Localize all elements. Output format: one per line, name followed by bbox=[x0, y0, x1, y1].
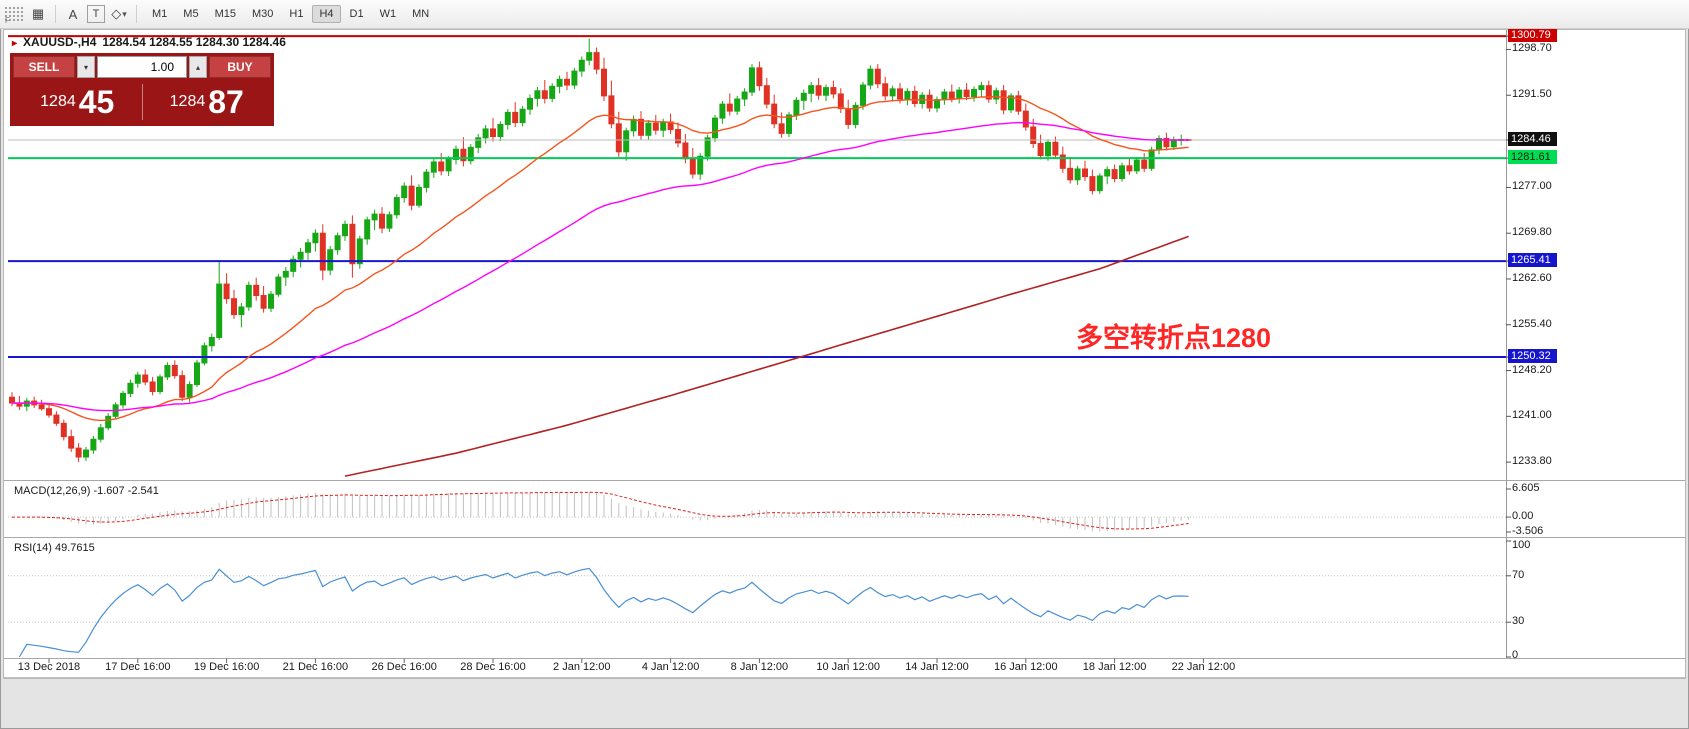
text-annotation-icon[interactable]: A bbox=[68, 6, 78, 22]
volume-input[interactable] bbox=[97, 56, 187, 78]
price-axis-label: 1248.20 bbox=[1512, 363, 1552, 376]
timeframe-m5[interactable]: M5 bbox=[183, 8, 199, 20]
price-axis-label: 1269.80 bbox=[1512, 226, 1552, 239]
time-axis-label: 2 Jan 12:00 bbox=[553, 661, 611, 673]
symbol-marker-icon: ▸ bbox=[12, 38, 18, 49]
ohlc-values: 1284.54 1284.55 1284.30 1284.46 bbox=[102, 35, 286, 49]
price-axis-label: 1298.70 bbox=[1512, 42, 1552, 55]
price-axis-label: 1241.00 bbox=[1512, 409, 1552, 422]
timeframe-d1[interactable]: D1 bbox=[349, 8, 364, 20]
price-axis-label: 1255.40 bbox=[1512, 317, 1552, 330]
buy-button[interactable]: BUY bbox=[209, 56, 271, 78]
time-axis-label: 16 Jan 12:00 bbox=[993, 661, 1058, 673]
time-axis-label: 14 Jan 12:00 bbox=[905, 661, 969, 673]
shape-glyph-icon: ◇ bbox=[111, 6, 122, 21]
shapes-icon[interactable]: ◇ ▾ bbox=[109, 4, 129, 24]
time-axis-label: 10 Jan 12:00 bbox=[816, 661, 880, 673]
chart-title: ▸ XAUUSD-,H4 1284.54 1284.55 1284.30 1284.… bbox=[12, 35, 292, 49]
rsi-axis-label: 100 bbox=[1512, 539, 1531, 551]
macd-axis-label: 6.605 bbox=[1512, 482, 1540, 494]
trade-controls-row: SELL ▾ ▴ BUY bbox=[13, 56, 271, 78]
rsi-axis-label: 70 bbox=[1512, 568, 1525, 581]
timeframe-m30[interactable]: M30 bbox=[251, 8, 274, 20]
timeframe-group: M1 M5 M15 M30 H1 H4 D1 W1 MN bbox=[144, 5, 437, 23]
time-axis-label: 22 Jan 12:00 bbox=[1171, 661, 1236, 673]
time-axis-label: 17 Dec 16:00 bbox=[105, 661, 171, 673]
price-marker-box: 1284.46 bbox=[1508, 131, 1557, 146]
sell-price-pips: 45 bbox=[78, 84, 115, 120]
timeframe-m1[interactable]: M1 bbox=[152, 8, 168, 20]
macd-axis-label: 0.00 bbox=[1512, 510, 1534, 523]
price-marker-box: 1250.32 bbox=[1508, 349, 1557, 364]
timeframe-mn[interactable]: MN bbox=[412, 8, 430, 20]
time-axis-label: 19 Dec 16:00 bbox=[193, 661, 260, 673]
price-axis-label: 1277.00 bbox=[1512, 180, 1552, 193]
price-marker-box: 1281.61 bbox=[1508, 150, 1557, 165]
time-axis-label: 26 Dec 16:00 bbox=[371, 661, 437, 673]
timeframe-w1[interactable]: W1 bbox=[379, 8, 397, 20]
symbol-period-label: XAUUSD-,H4 bbox=[23, 35, 97, 49]
buy-price-pips: 87 bbox=[208, 84, 244, 120]
timeframe-h1[interactable]: H1 bbox=[289, 8, 304, 20]
volume-dropdown-button[interactable]: ▾ bbox=[77, 56, 95, 78]
sell-button[interactable]: SELL bbox=[13, 56, 75, 78]
sell-price[interactable]: 1284 45 bbox=[13, 81, 142, 123]
time-axis-label: 28 Dec 16:00 bbox=[460, 661, 526, 673]
macd-label: MACD(12,26,9) -1.607 -2.541 bbox=[14, 485, 159, 497]
shapes-caret-icon: ▾ bbox=[122, 8, 127, 19]
rsi-label: RSI(14) 49.7615 bbox=[14, 542, 95, 554]
time-axis-label: 4 Jan 12:00 bbox=[641, 661, 700, 673]
rsi-axis-label: 0 bbox=[1512, 649, 1519, 661]
price-axis-label: 1262.60 bbox=[1512, 271, 1552, 284]
timeframe-m15[interactable]: M15 bbox=[214, 8, 236, 20]
time-axis-label: 8 Jan 12:00 bbox=[730, 661, 789, 673]
caret-up-icon: ▴ bbox=[195, 62, 200, 72]
caret-down-icon: ▾ bbox=[83, 62, 88, 72]
text-label-icon[interactable]: T bbox=[87, 5, 105, 23]
handle-label: F bbox=[5, 16, 10, 25]
grid-icon[interactable]: ▦ bbox=[31, 6, 45, 21]
time-axis-label: 13 Dec 2018 bbox=[17, 661, 81, 673]
chart-background bbox=[3, 29, 1686, 679]
buy-price[interactable]: 1284 87 bbox=[143, 81, 272, 123]
buy-price-big-figure: 1284 bbox=[169, 93, 206, 110]
one-click-trading-panel: SELL ▾ ▴ BUY 1284 45 1284 87 bbox=[10, 53, 274, 126]
sell-price-big-figure: 1284 bbox=[40, 93, 76, 110]
timeframe-h4[interactable]: H4 bbox=[312, 5, 341, 23]
toolbar: F ▦ A T ◇ ▾ M1 M5 M15 M30 H1 H4 D1 W1 MN bbox=[0, 0, 1689, 29]
rsi-axis-label: 30 bbox=[1512, 615, 1525, 628]
price-marker-box: 1300.79 bbox=[1508, 28, 1557, 43]
price-marker-box: 1265.41 bbox=[1508, 253, 1557, 268]
price-axis-label: 1233.80 bbox=[1512, 455, 1552, 468]
trade-prices-row: 1284 45 1284 87 bbox=[13, 81, 271, 123]
volume-up-button[interactable]: ▴ bbox=[189, 56, 207, 78]
toolbar-separator bbox=[55, 5, 56, 23]
chart-annotation: 多空转折点1280 bbox=[1076, 323, 1272, 353]
price-divider bbox=[141, 84, 143, 120]
time-axis-label: 18 Jan 12:00 bbox=[1082, 661, 1147, 673]
toolbar-drag-handle[interactable]: F bbox=[4, 6, 24, 25]
price-axis-label: 1291.50 bbox=[1512, 88, 1552, 101]
time-axis-label: 21 Dec 16:00 bbox=[282, 661, 349, 673]
toolbar-separator bbox=[136, 5, 137, 23]
macd-axis-label: -3.506 bbox=[1512, 525, 1544, 537]
